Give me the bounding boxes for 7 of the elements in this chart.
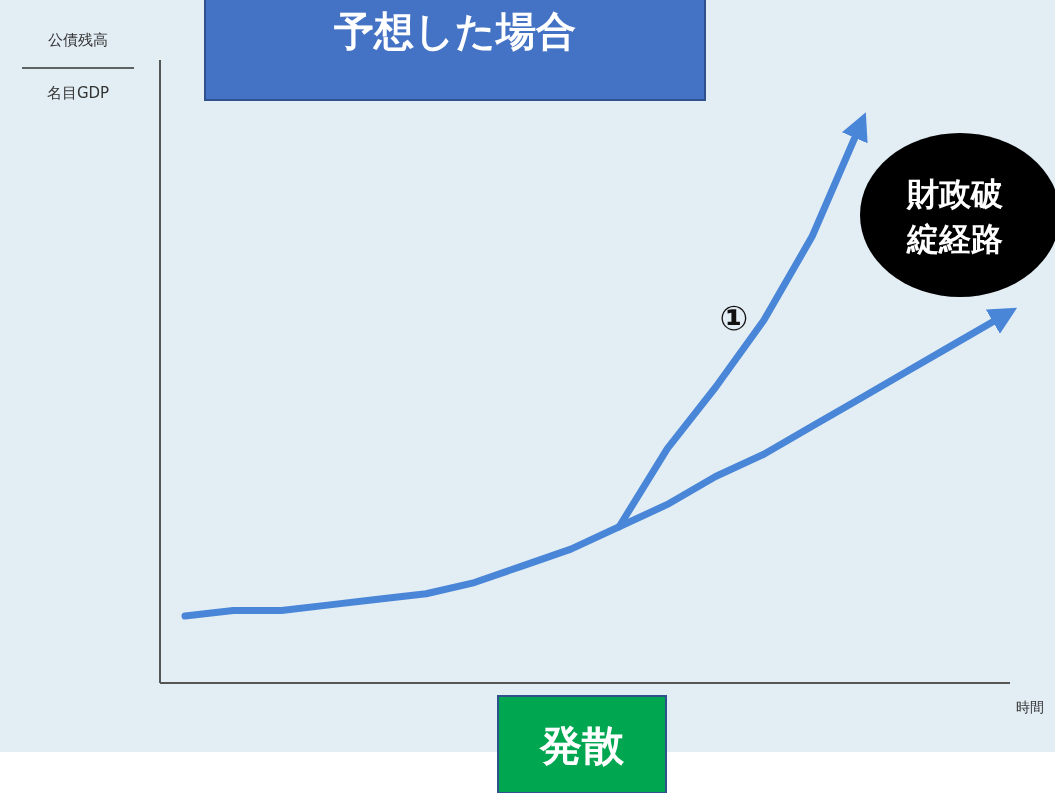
chart-title: 予想した場合 [333,8,576,54]
x-axis-title: 時間 [1016,699,1044,715]
series-label: ① [719,298,749,339]
text: 発散 [539,721,625,770]
text: 公債残高 [48,31,108,49]
annotation: 財政破綻経路 [906,175,1003,258]
text: 名目GDP [46,84,110,102]
